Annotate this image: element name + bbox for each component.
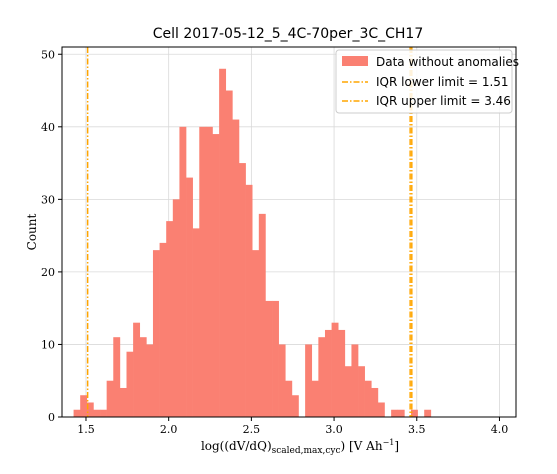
histogram-bar — [285, 380, 293, 417]
histogram-bar — [318, 337, 326, 417]
histogram-bar — [351, 344, 359, 417]
histogram-bar — [133, 322, 141, 417]
histogram-bar — [225, 90, 233, 417]
y-axis-label: Count — [25, 213, 39, 250]
histogram-bar — [311, 380, 319, 417]
histogram-bar — [410, 409, 418, 417]
histogram-bar — [358, 366, 365, 417]
x-axis-ticks: 1.5 2.0 2.5 3.0 3.5 4.0 — [77, 417, 508, 436]
y-tick-label: 30 — [41, 193, 55, 206]
histogram-bar — [192, 228, 200, 417]
histogram-bar — [152, 250, 160, 417]
y-tick-label: 50 — [41, 48, 55, 61]
x-tick-label: 2.5 — [243, 423, 261, 436]
histogram-bar — [139, 337, 147, 417]
x-tick-label: 4.0 — [491, 423, 509, 436]
histogram-bar — [73, 409, 81, 417]
y-tick-label: 40 — [41, 121, 55, 134]
histogram-bar — [186, 177, 193, 417]
histogram-bar — [219, 68, 227, 417]
histogram-bar — [232, 119, 240, 418]
histogram-bar — [212, 134, 220, 417]
histogram-bar — [397, 409, 405, 417]
y-axis-ticks: 0 10 20 30 40 50 — [41, 48, 62, 424]
histogram-bar — [119, 387, 127, 417]
histogram-bar — [278, 344, 286, 417]
histogram-bar — [86, 402, 94, 417]
histogram-bars — [73, 68, 432, 418]
histogram-bar — [166, 221, 174, 417]
legend-label-data: Data without anomalies — [376, 55, 519, 69]
histogram-bar — [245, 184, 253, 417]
histogram-bar — [205, 126, 213, 417]
histogram-bar — [265, 300, 273, 417]
legend-swatch-bars — [342, 56, 368, 66]
histogram-bar — [172, 199, 180, 417]
legend-label-upper: IQR upper limit = 3.46 — [376, 94, 511, 108]
histogram-bar — [272, 300, 279, 417]
histogram-bar — [324, 329, 332, 417]
histogram-bar — [258, 213, 266, 417]
histogram-bar — [331, 322, 339, 417]
histogram-bar — [424, 409, 432, 417]
x-axis-label: log((dV/dQ)scaled,max,cyc) [V Ah−1] — [201, 438, 399, 456]
histogram-bar — [106, 380, 114, 417]
histogram-bar — [252, 250, 260, 417]
histogram-bar — [199, 126, 207, 417]
histogram-bar — [126, 351, 134, 417]
histogram-bar — [238, 163, 246, 417]
chart-title: Cell 2017-05-12_5_4C-70per_3C_CH17 — [153, 26, 424, 42]
histogram-bar — [364, 380, 372, 417]
histogram-bar — [159, 242, 167, 417]
legend-box — [335, 49, 513, 114]
x-tick-label: 3.0 — [325, 423, 343, 436]
legend-label-lower: IQR lower limit = 1.51 — [376, 75, 509, 89]
histogram-bar — [80, 395, 88, 417]
histogram-bar — [391, 409, 399, 417]
histogram-bar — [93, 409, 101, 417]
plot-frame — [61, 46, 517, 418]
histogram-bar — [179, 126, 187, 417]
histogram-bar — [344, 366, 352, 417]
histogram-bar — [377, 402, 385, 417]
x-tick-label: 2.0 — [160, 423, 178, 436]
histogram-bar — [100, 409, 107, 417]
histogram-bar — [291, 395, 299, 417]
x-tick-label: 3.5 — [408, 423, 426, 436]
histogram-bar — [146, 344, 154, 417]
x-tick-label: 1.5 — [77, 423, 95, 436]
histogram-bar — [305, 344, 313, 417]
histogram-bar — [371, 387, 379, 417]
legend: Data without anomalies IQR lower limit =… — [335, 49, 519, 114]
y-tick-label: 10 — [41, 338, 55, 351]
y-tick-label: 20 — [41, 266, 55, 279]
histogram-bar — [113, 337, 121, 417]
histogram-bar — [338, 329, 346, 417]
y-tick-label: 0 — [48, 411, 55, 424]
